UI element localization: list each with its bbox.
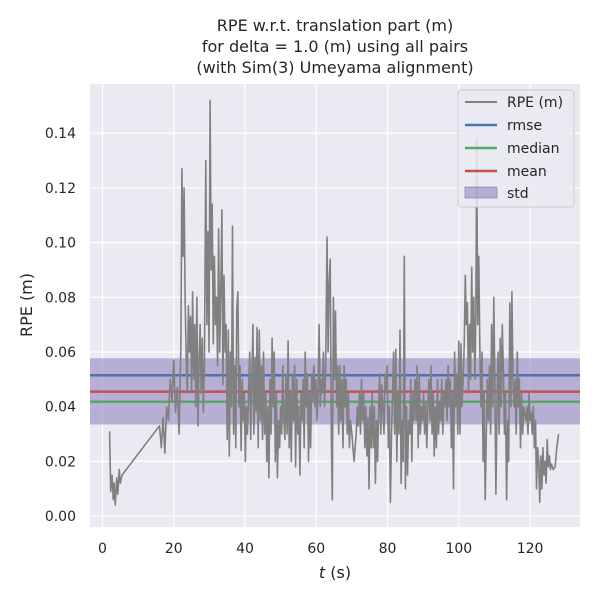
x-tick-label: 60 [307,541,325,557]
y-tick-label: 0.10 [45,236,76,252]
legend-label-median: median [507,141,559,157]
x-tick-label: 80 [379,541,397,557]
x-tick-label: 120 [517,541,544,557]
y-tick-label: 0.06 [45,345,76,361]
x-tick-label: 100 [445,541,472,557]
y-tick-label: 0.08 [45,290,76,306]
legend-label-mean: mean [507,164,547,180]
legend-label-std: std [507,186,529,202]
x-axis-label-var: t [319,563,326,582]
chart-title-line-1: RPE w.r.t. translation part (m) [217,16,453,35]
x-axis-label-unit: (s) [325,563,351,582]
chart-title-line-3: (with Sim(3) Umeyama alignment) [196,58,473,77]
legend-swatch-std [464,186,498,199]
y-tick-labels: 0.00 0.02 0.04 0.06 0.08 0.10 0.12 0.14 [45,126,76,525]
y-tick-label: 0.12 [45,181,76,197]
y-tick-label: 0.00 [45,509,76,525]
x-axis-label: t (s) [319,563,351,582]
rpe-series-line [108,99,560,506]
y-tick-label: 0.02 [45,454,76,470]
chart-title-line-2: for delta = 1.0 (m) using all pairs [202,37,468,56]
y-axis-label: RPE (m) [17,273,36,337]
y-tick-label: 0.04 [45,400,76,416]
x-tick-labels: 0 20 40 60 80 100 120 [98,541,543,557]
legend-label-rpe: RPE (m) [507,95,563,111]
y-tick-label: 0.14 [45,126,76,142]
legend-label-rmse: rmse [507,118,542,134]
legend: RPE (m) rmse median mean std [457,89,575,208]
legend-box [457,89,575,208]
series-group [108,99,560,506]
x-tick-label: 0 [98,541,107,557]
x-tick-label: 20 [165,541,183,557]
x-tick-label: 40 [236,541,254,557]
